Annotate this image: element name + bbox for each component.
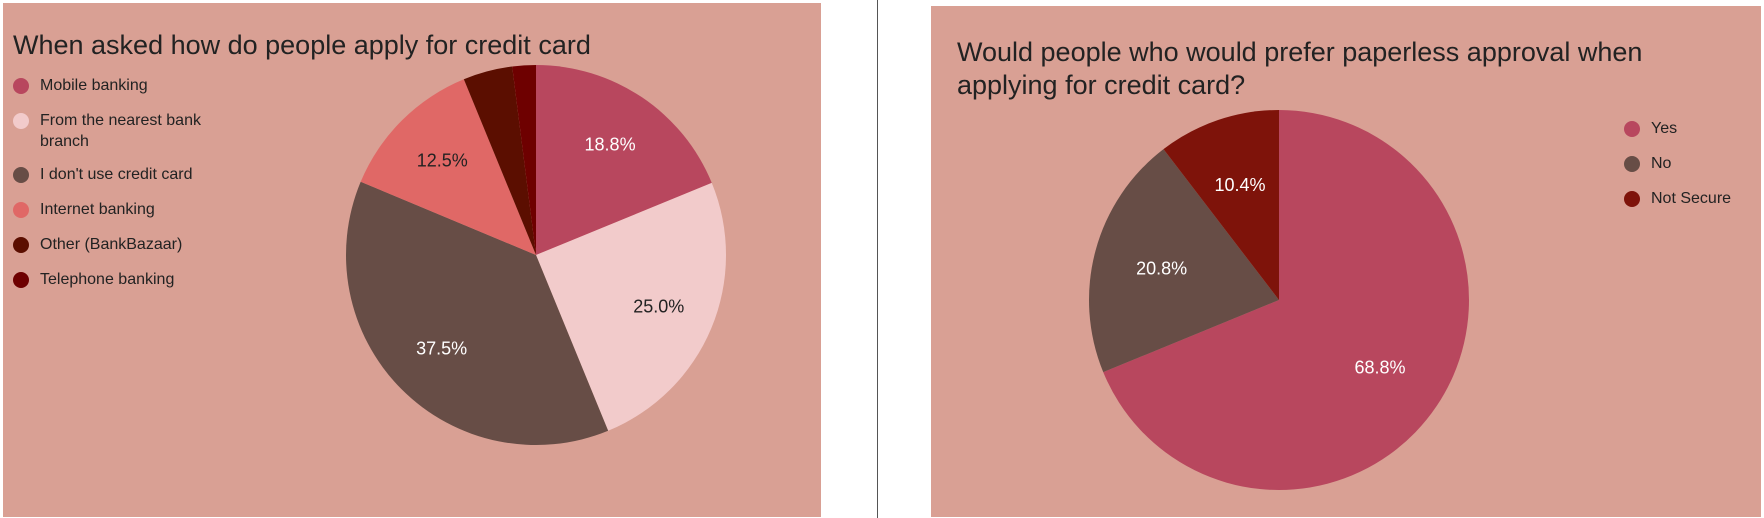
legend-label: Yes [1651,120,1678,137]
chart-legend: Mobile banking From the nearest bank bra… [13,75,233,304]
legend-label: Other (BankBazaar) [40,236,183,253]
legend-item[interactable]: Not Secure [1624,188,1754,209]
chart-panel-apply-method: When asked how do people apply for credi… [3,3,821,517]
pie-slice-1[interactable] [1089,149,1279,373]
chart-panel-paperless-approval: Would people who would prefer paperless … [931,6,1761,517]
legend-item[interactable]: I don't use credit card [13,164,233,185]
slice-data-label: 18.8% [585,135,636,155]
legend-item[interactable]: Mobile banking [13,75,233,96]
pie-slice-5[interactable] [512,65,536,255]
legend-swatch [1624,156,1640,172]
legend-swatch [1624,121,1640,137]
legend-label: No [1651,155,1672,172]
legend-label: Not Secure [1651,190,1732,207]
pie-slice-0[interactable] [1103,110,1469,490]
slice-data-label: 25.0% [633,296,684,316]
pie-chart-paperless-approval: 68.8% 20.8% 10.4% [1089,110,1469,490]
legend-item[interactable]: No [1624,153,1754,174]
legend-label: Telephone banking [40,271,175,288]
legend-swatch [1624,191,1640,207]
chart-legend: Yes No Not Secure [1624,118,1754,223]
chart-title: Would people who would prefer paperless … [957,37,1643,100]
legend-swatch [13,272,29,288]
slice-data-label: 68.8% [1354,358,1405,378]
pie-slice-1[interactable] [536,182,726,431]
pie-chart-apply-method: 18.8% 25.0% 37.5% 12.5% [346,65,726,445]
chart-title: When asked how do people apply for credi… [13,30,591,60]
slice-data-label: 12.5% [417,151,468,171]
legend-item[interactable]: Telephone banking [13,269,233,290]
legend-swatch [13,202,29,218]
legend-item[interactable]: Other (BankBazaar) [13,234,233,255]
legend-item[interactable]: Yes [1624,118,1754,139]
legend-label: From the nearest bank branch [40,112,201,150]
legend-swatch [13,113,29,129]
slice-data-label: 20.8% [1136,258,1187,278]
pie-slice-2[interactable] [1163,110,1279,300]
pie-slice-0[interactable] [536,65,712,255]
pie-slice-3[interactable] [360,79,536,256]
legend-label: Internet banking [40,201,155,218]
legend-label: Mobile banking [40,77,148,94]
legend-item[interactable]: Internet banking [13,199,233,220]
pie-slice-4[interactable] [463,66,536,256]
slice-data-label: 37.5% [416,339,467,359]
legend-swatch [13,167,29,183]
pie-slice-2[interactable] [346,181,609,445]
panel-divider [877,0,878,518]
legend-label: I don't use credit card [40,166,193,183]
legend-swatch [13,237,29,253]
slice-data-label: 10.4% [1214,175,1265,195]
legend-item[interactable]: From the nearest bank branch [13,110,233,152]
legend-swatch [13,78,29,94]
